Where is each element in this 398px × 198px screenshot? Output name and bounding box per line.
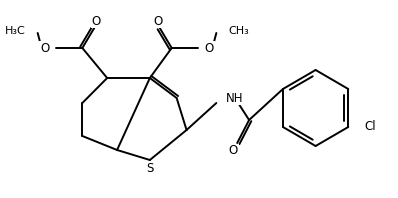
Text: O: O: [205, 42, 214, 54]
Text: H₃C: H₃C: [5, 26, 26, 36]
Text: CH₃: CH₃: [228, 26, 249, 36]
Text: S: S: [146, 162, 154, 174]
Text: O: O: [153, 14, 162, 28]
Text: O: O: [92, 14, 101, 28]
Text: NH: NH: [226, 91, 244, 105]
Text: Cl: Cl: [364, 121, 376, 133]
Text: O: O: [228, 145, 238, 157]
Text: O: O: [40, 42, 50, 54]
